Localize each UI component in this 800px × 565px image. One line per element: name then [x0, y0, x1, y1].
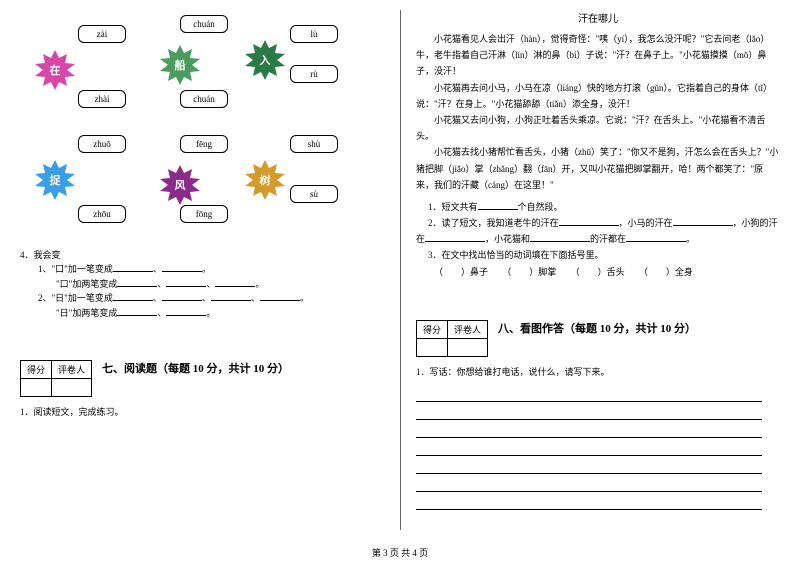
section-8-instr: 1．写话：你想给谁打电话，说什么，请写下来。: [416, 365, 780, 378]
q3-options: （ ）鼻子 （ ）脚掌 （ ）舌头 （ ）全身: [416, 264, 780, 280]
section-7-instr: 1．阅读短文，完成练习。: [20, 405, 385, 418]
label-shu: shù: [290, 135, 338, 153]
pinyin-diagram: zài chuán lù 在 船 入 rù zhài chuán zhuō fē…: [20, 10, 385, 240]
reviewer-label: 评卷人: [52, 360, 92, 378]
label-chuan1: chuán: [180, 15, 228, 33]
questions: 1．短文共有个自然段。 2．读了短文，我知道老牛的汗在，小马的汗在，小狗的汗 在…: [416, 199, 780, 280]
star-zai: 在: [35, 50, 75, 90]
score-label: 得分: [21, 360, 52, 378]
section-4: 4．我会变 1、"口"加一笔变成、。 "口"加两笔变成、、。 2、"日"加一笔变…: [20, 248, 385, 320]
q2b: 在，小花猫和的汗都在。: [416, 234, 695, 244]
reviewer-label-8: 评卷人: [448, 320, 488, 338]
label-zhuo: zhuō: [78, 135, 126, 153]
label-su: sù: [290, 185, 338, 203]
label-zai: zài: [78, 25, 126, 43]
score-box-7: 得分评卷人: [20, 360, 92, 397]
passage-p4: 小花猫去找小猪帮忙看舌头，小猪（zhū）笑了："你又不是狗，汗怎么会在舌头上？"…: [416, 144, 780, 193]
q1: 1．短文共有个自然段。: [428, 202, 563, 212]
passage-p1: 小花猫看见人会出汗（hàn），觉得奇怪："咦（yí），我怎么没汗呢？"它去问老（…: [416, 31, 780, 80]
passage-p2: 小花猫再去问小马，小马在凉（liáng）快的地方打滚（gǔn）。它指着自己的身体…: [416, 80, 780, 112]
label-zhou: zhōu: [78, 205, 126, 223]
s4-l1: 1、"口"加一笔变成: [38, 264, 113, 274]
passage-title: 汗在哪儿: [416, 10, 780, 25]
label-lu: lù: [290, 25, 338, 43]
s4-title: 4．我会变: [20, 248, 385, 262]
section-7-title: 七、阅读题（每题 10 分，共计 10 分）: [102, 360, 289, 376]
passage-body: 小花猫看见人会出汗（hàn），觉得奇怪："咦（yí），我怎么没汗呢？"它去问老（…: [416, 31, 780, 193]
score-box-8: 得分评卷人: [416, 320, 488, 357]
q2: 2．读了短文，我知道老牛的汗在，小马的汗在，小狗的汗: [428, 218, 778, 228]
passage-p3: 小花猫又去问小狗，小狗正吐着舌头乘凉。它说："汗？在舌头上。"小花猫看不清舌头。: [416, 112, 780, 144]
star-zhuo: 捉: [35, 160, 75, 200]
label-chuan2: chuán: [180, 90, 228, 108]
star-chuan: 船: [160, 45, 200, 85]
writing-lines: [416, 386, 780, 510]
label-ru: rù: [290, 65, 338, 83]
score-label-8: 得分: [417, 320, 448, 338]
star-feng: 风: [160, 165, 200, 205]
label-feng1: fēng: [180, 135, 228, 153]
s4-l4: "日"加两笔变成: [56, 308, 117, 318]
s4-l3: 2、"日"加一笔变成: [38, 293, 113, 303]
page-footer: 第 3 页 共 4 页: [0, 546, 800, 559]
q3: 3．在文中找出恰当的动词填在下面括号里。: [416, 247, 780, 263]
s4-l2: "口"加两笔变成: [56, 279, 117, 289]
star-shu: 树: [245, 160, 285, 200]
star-ru: 入: [245, 40, 285, 80]
section-8-title: 八、看图作答（每题 10 分，共计 10 分）: [498, 320, 696, 336]
label-feng2: fōng: [180, 205, 228, 223]
label-zhai: zhài: [78, 90, 126, 108]
